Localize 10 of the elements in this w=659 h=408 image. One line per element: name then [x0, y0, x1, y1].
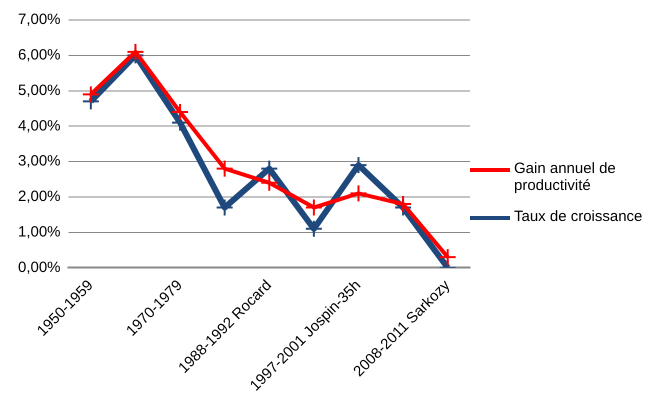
y-tick-label: 5,00% — [18, 82, 61, 99]
y-tick-label: 2,00% — [18, 188, 61, 206]
y-tick-label: 3,00% — [18, 152, 61, 170]
y-tick-label: 0,00% — [18, 258, 61, 276]
y-tick-label: 4,00% — [18, 117, 61, 134]
y-tick-label: 1,00% — [18, 223, 61, 240]
legend-label: Taux de croissance — [514, 208, 642, 225]
y-tick-label: 6,00% — [18, 46, 61, 64]
y-tick-label: 7,00% — [18, 11, 61, 28]
legend-label: Gain annuel de productivité — [514, 160, 617, 194]
